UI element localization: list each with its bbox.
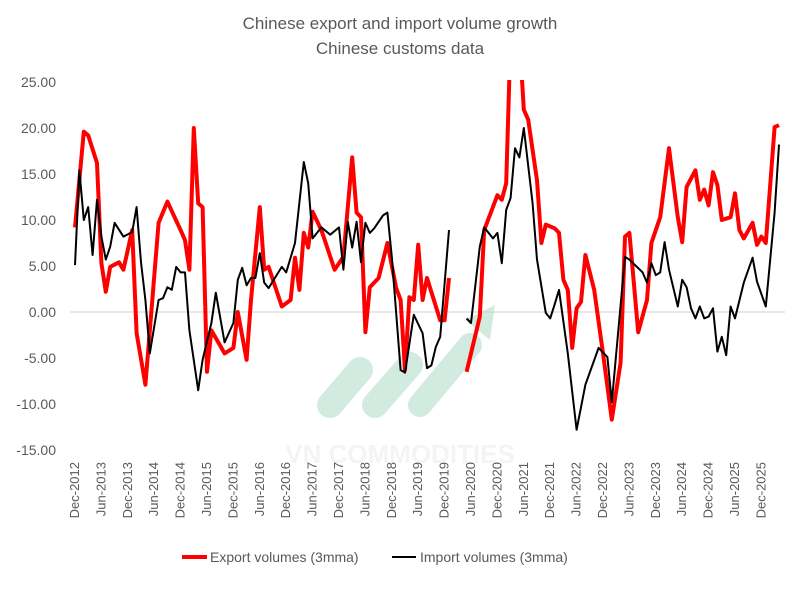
x-tick-label: Jun-2018 — [357, 462, 372, 516]
x-tick-label: Jun-2013 — [93, 462, 108, 516]
x-tick-label: Jun-2017 — [305, 462, 320, 516]
x-tick-label: Dec-2018 — [384, 462, 399, 518]
y-tick-label: 15.00 — [21, 166, 56, 182]
y-tick-label: 20.00 — [21, 120, 56, 136]
y-tick-label: -5.00 — [24, 350, 56, 366]
y-tick-label: -15.00 — [16, 442, 56, 458]
chart-subtitle: Chinese customs data — [316, 39, 485, 58]
x-tick-label: Dec-2017 — [331, 462, 346, 518]
x-tick-label: Dec-2022 — [595, 462, 610, 518]
x-tick-label: Jun-2022 — [569, 462, 584, 516]
legend-label-export: Export volumes (3mma) — [210, 549, 359, 565]
x-tick-label: Jun-2020 — [463, 462, 478, 516]
watermark-logo: VN COMMODITIES — [285, 305, 515, 469]
x-tick-label: Jun-2024 — [674, 462, 689, 516]
export-volumes-line — [73, 80, 780, 422]
x-tick-label: Jun-2019 — [410, 462, 425, 516]
x-tick-label: Dec-2023 — [648, 462, 663, 518]
x-tick-label: Dec-2015 — [225, 462, 240, 518]
x-tick-label: Dec-2013 — [120, 462, 135, 518]
x-tick-label: Dec-2020 — [489, 462, 504, 518]
x-tick-label: Jun-2016 — [252, 462, 267, 516]
y-tick-label: 5.00 — [29, 258, 56, 274]
y-tick-label: 0.00 — [29, 304, 56, 320]
legend: Export volumes (3mma) Import volumes (3m… — [182, 549, 568, 565]
x-tick-label: Jun-2014 — [146, 462, 161, 516]
x-tick-label: Jun-2025 — [727, 462, 742, 516]
x-tick-label: Dec-2016 — [278, 462, 293, 518]
x-tick-label: Jun-2015 — [199, 462, 214, 516]
watermark-text: VN COMMODITIES — [285, 439, 515, 469]
x-tick-label: Dec-2019 — [437, 462, 452, 518]
chart-title: Chinese export and import volume growth — [243, 14, 558, 33]
legend-label-import: Import volumes (3mma) — [420, 549, 568, 565]
y-tick-label: 10.00 — [21, 212, 56, 228]
x-tick-label: Jun-2021 — [516, 462, 531, 516]
x-tick-label: Dec-2014 — [173, 462, 188, 518]
y-tick-label: 25.00 — [21, 74, 56, 90]
x-tick-label: Dec-2024 — [701, 462, 716, 518]
x-tick-label: Dec-2021 — [542, 462, 557, 518]
x-tick-label: Jun-2023 — [621, 462, 636, 516]
x-tick-label: Dec-2025 — [753, 462, 768, 518]
y-tick-label: -10.00 — [16, 396, 56, 412]
x-tick-label: Dec-2012 — [67, 462, 82, 518]
